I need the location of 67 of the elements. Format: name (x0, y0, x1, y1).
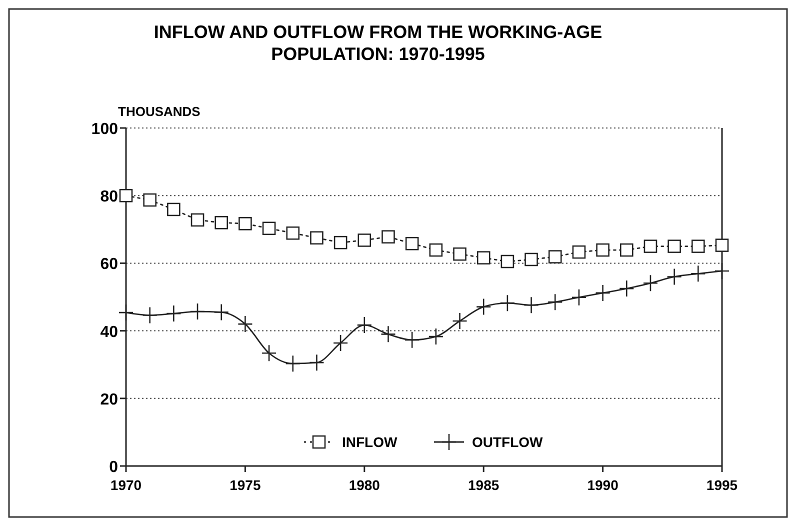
x-tick-label: 1970 (110, 477, 142, 493)
point (715, 238, 729, 252)
point (334, 236, 348, 250)
point (332, 334, 348, 352)
point (143, 193, 156, 207)
y-tick-label: 0 (109, 459, 118, 476)
point (428, 328, 444, 346)
point (190, 302, 206, 320)
y-tick-label: 80 (100, 188, 118, 206)
point (214, 216, 228, 230)
y-tick-label: 100 (91, 121, 118, 138)
point (382, 230, 395, 244)
point (500, 254, 514, 268)
x-tick-label: 1990 (587, 477, 619, 493)
point (309, 354, 324, 372)
point (118, 304, 134, 322)
point (642, 274, 658, 292)
point (238, 217, 252, 230)
point (214, 304, 230, 321)
point (285, 354, 301, 372)
point (166, 304, 182, 322)
point (476, 298, 492, 316)
point (714, 262, 730, 280)
point (618, 280, 634, 298)
point (262, 222, 276, 236)
point (668, 240, 681, 253)
point (595, 284, 610, 302)
point (572, 245, 586, 259)
point (286, 226, 300, 240)
y-axis-title: THOUSANDS (118, 104, 201, 119)
point (380, 326, 396, 343)
point (596, 243, 610, 257)
point (524, 296, 539, 314)
point (690, 265, 706, 282)
point (310, 231, 324, 244)
x-tick-label: 1980 (348, 477, 380, 493)
x-tick-label: 1975 (230, 477, 261, 493)
point (261, 344, 277, 362)
y-tick-label: 40 (100, 324, 118, 341)
point (119, 188, 133, 202)
point (238, 315, 253, 333)
point (524, 252, 538, 266)
legend-label: INFLOW (342, 434, 398, 450)
y-tick-label: 60 (100, 256, 118, 274)
point (547, 293, 563, 311)
point (405, 236, 419, 250)
point (666, 268, 682, 286)
point (548, 250, 562, 264)
legend-label: OUTFLOW (472, 434, 544, 450)
point (692, 240, 705, 253)
point (571, 288, 587, 306)
point (476, 251, 490, 264)
point (452, 312, 468, 330)
chart-title: INFLOW AND OUTFLOW FROM THE WORKING-AGE POPULATION: 1970-1995 (154, 22, 602, 64)
point (620, 243, 634, 257)
point (404, 331, 420, 349)
point (356, 316, 372, 334)
point (644, 240, 658, 253)
y-tick-label: 20 (100, 391, 118, 408)
point (167, 202, 180, 216)
point (453, 247, 466, 261)
x-tick-label: 1995 (706, 477, 738, 493)
point (190, 213, 204, 227)
point (429, 243, 443, 257)
point (358, 234, 372, 247)
x-tick-label: 1985 (468, 477, 500, 493)
point (500, 294, 516, 312)
